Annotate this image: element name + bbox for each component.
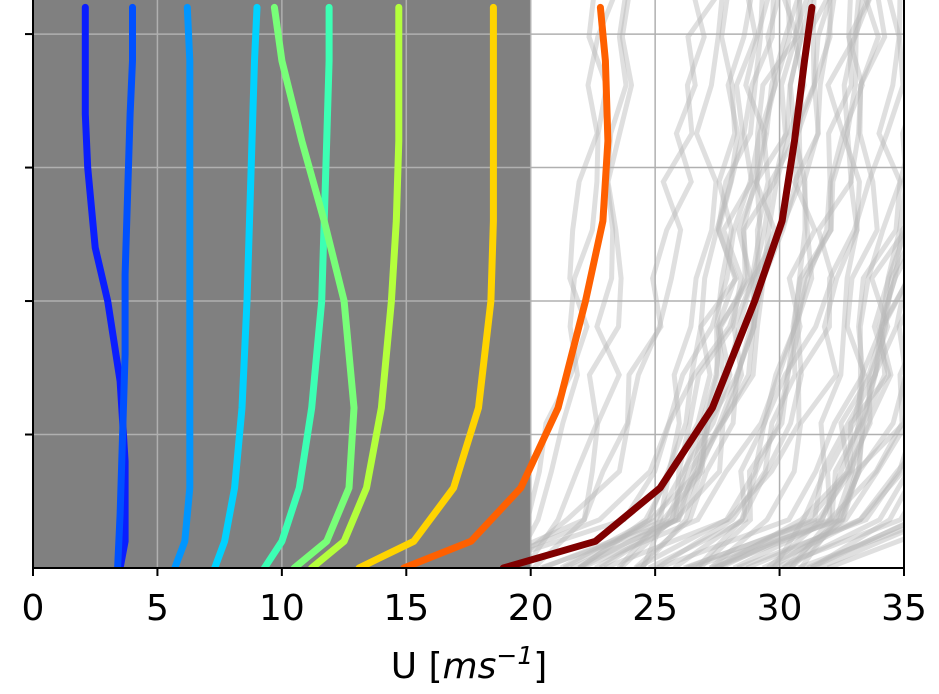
background-profile (656, 157, 904, 568)
x-tick-label: 5 (146, 588, 169, 629)
x-axis-label-exponent: −1 (496, 641, 533, 670)
background-profile (713, 310, 904, 568)
series-line-2 (114, 3, 136, 568)
series-line-6 (270, 3, 358, 568)
background-profile (711, 359, 904, 568)
x-tick-label: 10 (259, 588, 305, 629)
background-profile (640, 0, 738, 568)
background-profile (633, 0, 793, 568)
x-tick-label: 20 (508, 588, 554, 629)
axis-ticks: 0 5 10 15 20 25 30 35 (22, 33, 927, 629)
background-profile (736, 448, 904, 568)
x-axis-label: U [ms−1] (391, 641, 548, 687)
background-profile (473, 0, 781, 568)
background-profile (798, 0, 903, 568)
x-axis-label-close: ] (533, 646, 547, 687)
background-profile (789, 172, 904, 568)
background-profile (541, 0, 833, 568)
x-tick-label: 30 (757, 588, 803, 629)
background-profile (562, 0, 801, 568)
background-profile (687, 407, 904, 568)
series-line-3 (171, 3, 194, 568)
background-profile (635, 0, 872, 568)
x-tick-label: 0 (22, 588, 45, 629)
background-profile (472, 0, 718, 568)
series-line-10 (499, 3, 816, 568)
background-profile (479, 0, 616, 568)
background-profile (708, 228, 904, 568)
background-profile (698, 0, 808, 568)
background-profile (766, 121, 904, 568)
plot-frame (32, 0, 905, 569)
series-line-7 (308, 3, 403, 568)
background-profile (709, 0, 888, 568)
background-profile (745, 459, 904, 568)
background-profile (769, 422, 904, 568)
background-profile (683, 223, 904, 568)
background-profile (771, 0, 865, 568)
series-line-1 (81, 3, 129, 568)
background-profile (761, 450, 904, 568)
background-profile (714, 224, 904, 568)
background-profile (594, 0, 776, 568)
x-tick-label: 25 (632, 588, 678, 629)
series-line-8 (355, 3, 497, 568)
background-profile (718, 281, 904, 568)
background-profile (695, 0, 833, 568)
x-tick-label: 35 (881, 588, 927, 629)
background-profile (503, 0, 707, 568)
background-profile (782, 247, 904, 568)
series-line-5 (260, 3, 333, 568)
background-profile (523, 0, 635, 568)
background-profile (672, 0, 861, 568)
series-line-4 (211, 3, 261, 568)
background-profile (639, 0, 759, 568)
background-profile (655, 0, 865, 568)
series-lines (81, 3, 816, 568)
background-profile (570, 0, 801, 568)
background-profile (579, 0, 872, 568)
x-axis-label-main: U [ (391, 646, 443, 687)
background-profile (531, 0, 629, 568)
background-profile (788, 0, 881, 568)
background-profiles (472, 0, 904, 568)
background-profile (618, 0, 771, 568)
background-profile (685, 256, 904, 568)
background-profile (732, 276, 904, 568)
background-profile (647, 0, 837, 568)
background-profile (559, 0, 814, 568)
x-axis-label-unit: ms (443, 646, 497, 687)
series-line-9 (400, 3, 612, 568)
x-tick-label: 15 (383, 588, 429, 629)
